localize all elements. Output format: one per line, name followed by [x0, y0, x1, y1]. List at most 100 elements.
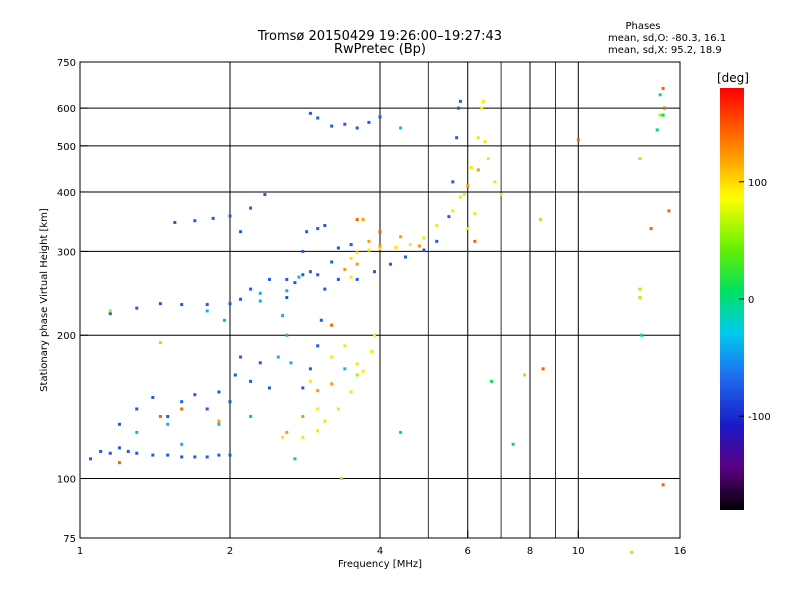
data-point	[205, 303, 209, 307]
data-point	[228, 214, 232, 218]
data-point	[301, 249, 305, 253]
data-point	[361, 218, 365, 222]
y-tick-label: 300	[57, 247, 76, 258]
data-point	[451, 180, 455, 184]
stats-heading: Phases	[625, 21, 660, 32]
data-point	[193, 455, 197, 459]
colorbar-tick-label: 0	[748, 295, 754, 306]
data-point	[108, 309, 112, 313]
data-point	[135, 451, 139, 455]
data-point	[451, 209, 455, 213]
data-point	[399, 235, 403, 239]
data-point	[249, 414, 253, 418]
data-point	[541, 367, 545, 371]
data-point	[233, 373, 237, 377]
x-axis-label: Frequency [MHz]	[338, 559, 422, 570]
data-point	[349, 390, 353, 394]
data-point	[301, 414, 305, 418]
data-point	[316, 407, 320, 411]
data-point	[389, 262, 393, 266]
data-point	[258, 361, 262, 365]
data-point	[378, 247, 382, 251]
data-point	[466, 227, 470, 231]
grid	[80, 62, 680, 538]
data-point	[316, 344, 320, 348]
data-points	[89, 86, 671, 554]
x-tick-label: 1	[77, 546, 83, 557]
data-point	[180, 455, 184, 459]
data-point	[493, 180, 497, 184]
y-axis-ticks: 75 100 200 300 400 500 600 750	[57, 58, 88, 545]
data-point	[435, 239, 439, 243]
data-point	[638, 296, 642, 300]
data-point	[447, 215, 451, 219]
data-point	[173, 221, 177, 225]
data-point	[285, 333, 289, 337]
data-point	[297, 275, 301, 279]
chart-title: Tromsø 20150429 19:26:00–19:27:43	[257, 29, 502, 44]
data-point	[408, 243, 412, 247]
data-point	[343, 267, 347, 271]
y-tick-label: 100	[57, 475, 76, 486]
data-point	[258, 299, 262, 303]
data-point	[323, 224, 327, 228]
data-point	[276, 355, 280, 359]
y-tick-label: 600	[57, 104, 76, 115]
data-point	[263, 193, 267, 197]
data-point	[228, 302, 232, 306]
data-point	[473, 212, 477, 216]
x-tick-label: 2	[227, 546, 233, 557]
data-point	[469, 166, 473, 170]
data-point	[89, 457, 93, 461]
data-point	[239, 297, 243, 301]
data-point	[649, 227, 653, 231]
data-point	[217, 419, 221, 423]
data-point	[435, 224, 439, 228]
data-point	[349, 243, 353, 247]
data-point	[343, 122, 347, 126]
data-point	[490, 379, 494, 383]
data-point	[158, 302, 162, 306]
data-point	[293, 281, 297, 285]
data-point	[499, 193, 503, 197]
data-point	[638, 287, 642, 291]
data-point	[180, 407, 184, 411]
data-point	[316, 429, 320, 433]
data-point	[151, 395, 155, 399]
data-point	[422, 248, 426, 252]
data-point	[476, 136, 480, 140]
data-point	[180, 303, 184, 307]
data-point	[108, 451, 112, 455]
data-point	[576, 138, 580, 142]
data-point	[373, 333, 377, 337]
data-point	[289, 361, 293, 365]
data-point	[193, 219, 197, 223]
data-point	[205, 309, 209, 313]
data-point	[355, 373, 359, 377]
data-point	[239, 355, 243, 359]
data-point	[330, 382, 334, 386]
data-point	[166, 414, 170, 418]
data-point	[180, 400, 184, 404]
data-point	[480, 106, 484, 110]
data-point	[466, 184, 470, 188]
data-point	[323, 287, 327, 291]
data-point	[285, 296, 289, 300]
data-point	[486, 157, 490, 161]
data-point	[293, 457, 297, 461]
data-point	[638, 157, 642, 161]
data-point	[667, 209, 671, 213]
data-point	[205, 407, 209, 411]
data-point	[316, 389, 320, 393]
data-point	[301, 435, 305, 439]
data-point	[458, 99, 462, 103]
data-point	[285, 277, 289, 281]
data-point	[355, 277, 359, 281]
data-point	[117, 461, 121, 465]
data-point	[343, 344, 347, 348]
data-point	[285, 430, 289, 434]
data-point	[158, 341, 162, 345]
x-tick-label: 4	[377, 546, 383, 557]
y-tick-label: 400	[57, 188, 76, 199]
data-point	[630, 550, 634, 554]
